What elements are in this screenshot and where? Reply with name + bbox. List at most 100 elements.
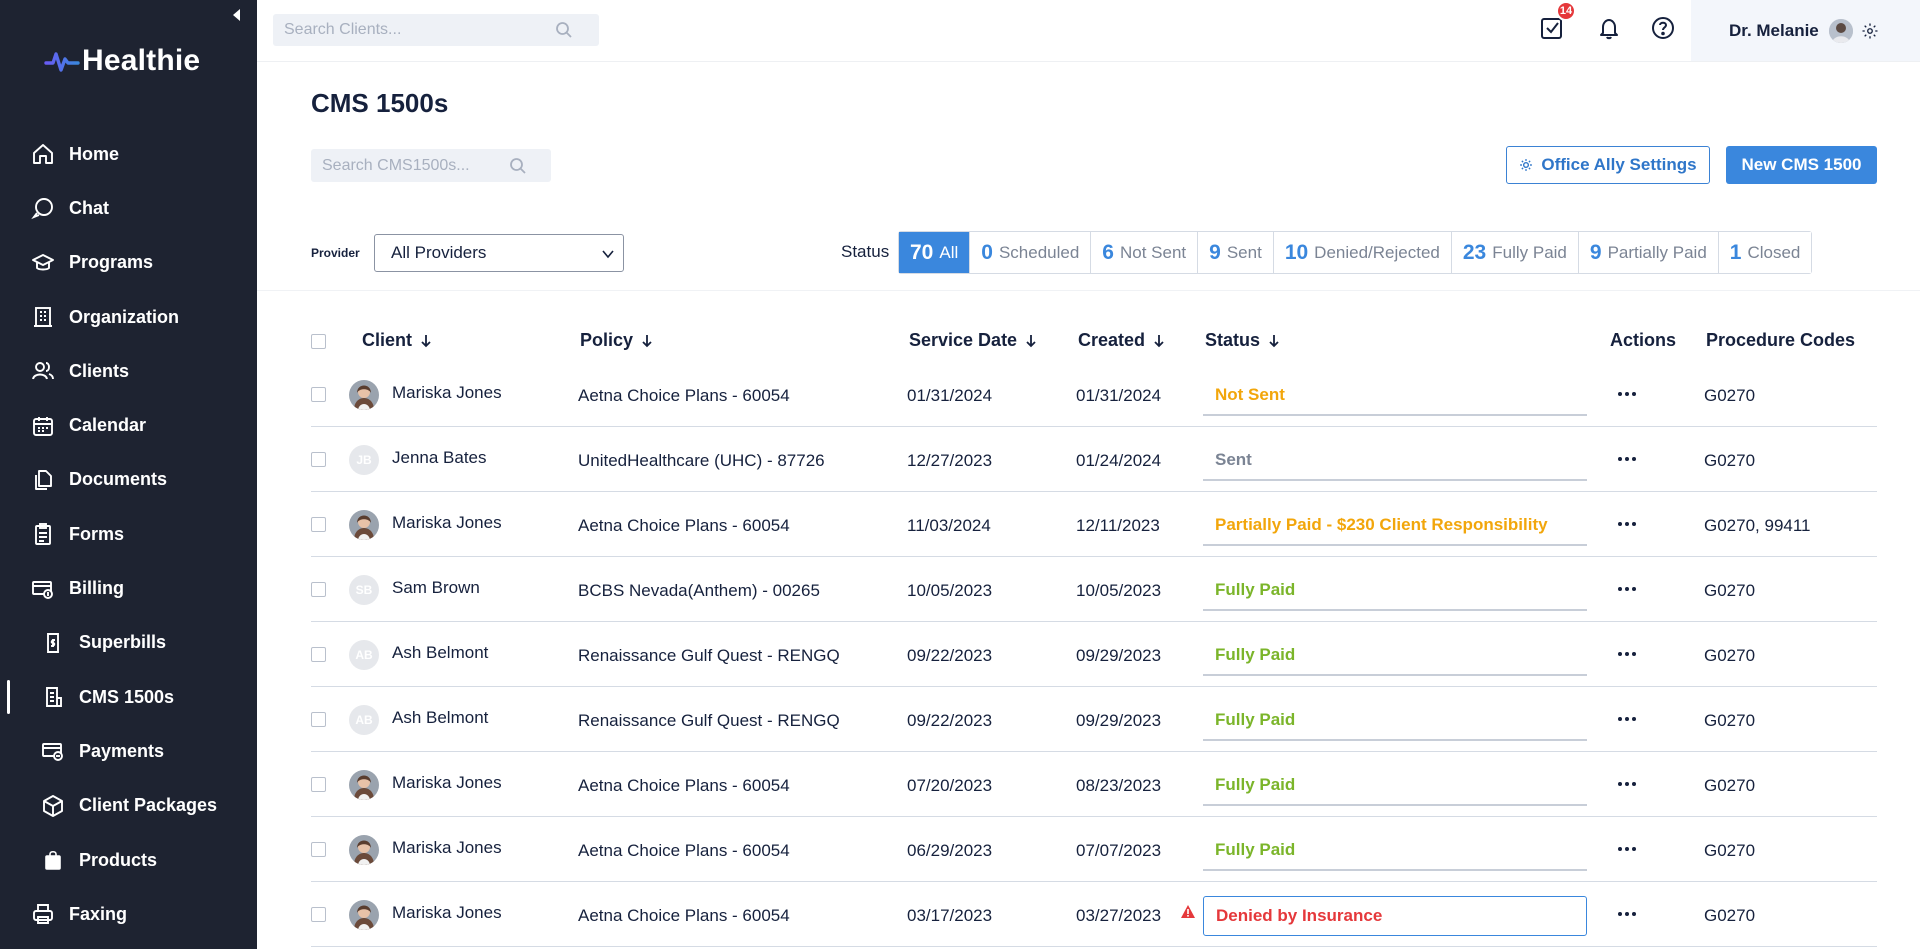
sidebar-item-clients[interactable]: Clients [0,344,257,398]
sidebar-item-label: Payments [79,740,165,761]
table-row[interactable]: Mariska Jones Aetna Choice Plans - 60054… [311,752,1877,817]
sidebar-item-forms[interactable]: Forms [0,507,257,561]
table-row[interactable]: JB Jenna Bates UnitedHealthcare (UHC) - … [311,427,1877,492]
status-tab-all[interactable]: 70 All [899,232,971,273]
status-select[interactable]: Fully Paid [1203,766,1587,806]
sidebar-item-label: Clients [69,360,130,381]
collapse-sidebar-icon[interactable] [228,6,246,24]
table-row[interactable]: Mariska Jones Aetna Choice Plans - 60054… [311,362,1877,427]
column-header-procedure-codes: Procedure Codes [1706,330,1855,351]
sidebar-item-superbills[interactable]: Superbills [0,616,257,670]
created-date-cell: 08/23/2023 [1076,776,1162,795]
sidebar-item-billing[interactable]: Billing [0,561,257,615]
row-actions-more-icon[interactable] [1615,451,1639,467]
sidebar-item-payments[interactable]: Payments [0,724,257,778]
status-select[interactable]: Fully Paid [1203,831,1587,871]
user-menu[interactable]: Dr. Melanie [1691,0,1920,61]
status-tab-closed[interactable]: 1 Closed [1718,232,1812,273]
search-icon[interactable] [509,157,527,175]
status-select[interactable]: Not Sent [1203,376,1587,416]
table-row[interactable]: AB Ash Belmont Renaissance Gulf Quest - … [311,622,1877,687]
column-header-policy[interactable]: Policy [580,330,653,351]
row-actions-more-icon[interactable] [1615,841,1639,857]
sidebar-item-programs[interactable]: Programs [0,236,257,290]
search-icon[interactable] [555,21,573,39]
status-tab-sent[interactable]: 9 Sent [1198,232,1274,273]
programs-icon [30,250,56,276]
client-name-link[interactable]: Mariska Jones [392,773,502,792]
row-actions-more-icon[interactable] [1615,906,1639,922]
row-select-checkbox[interactable] [311,777,326,792]
procedure-codes-cell: G0270 [1704,776,1756,795]
client-name-link[interactable]: Sam Brown [392,578,480,597]
client-avatar [349,900,379,930]
column-header-created[interactable]: Created [1078,330,1165,351]
client-name-link[interactable]: Mariska Jones [392,383,502,402]
select-all-checkbox[interactable] [311,334,326,349]
client-search-input[interactable] [273,21,553,39]
column-header-service-date[interactable]: Service Date [909,330,1037,351]
status-tab-fully-paid[interactable]: 23 Fully Paid [1451,232,1579,273]
tasks-button[interactable]: 14 [1536,1,1576,44]
status-tab-denied-rejected[interactable]: 10 Denied/Rejected [1273,232,1452,273]
column-header-client[interactable]: Client [362,330,432,351]
table-row[interactable]: AB Ash Belmont Renaissance Gulf Quest - … [311,687,1877,752]
row-select-checkbox[interactable] [311,907,326,922]
row-select-checkbox[interactable] [311,517,326,532]
table-row[interactable]: Mariska Jones Aetna Choice Plans - 60054… [311,492,1877,557]
fax-icon [30,901,56,927]
client-name-link[interactable]: Jenna Bates [392,448,487,467]
new-cms1500-button[interactable]: New CMS 1500 [1726,146,1877,184]
status-select[interactable]: Fully Paid [1203,701,1587,741]
row-select-checkbox[interactable] [311,387,326,402]
status-select[interactable]: Sent [1203,441,1587,481]
table-body: Mariska Jones Aetna Choice Plans - 60054… [311,362,1877,947]
sidebar-item-chat[interactable]: Chat [0,181,257,235]
table-row[interactable]: SB Sam Brown BCBS Nevada(Anthem) - 00265… [311,557,1877,622]
created-date-cell: 12/11/2023 [1076,516,1160,535]
status-select[interactable]: Denied by Insurance [1203,896,1587,936]
status-tab-count: 9 [1209,240,1221,264]
sidebar-item-home[interactable]: Home [0,127,257,181]
row-actions-more-icon[interactable] [1615,646,1639,662]
sidebar-item-client-packages[interactable]: Client Packages [0,779,257,833]
status-select[interactable]: Fully Paid [1203,636,1587,676]
status-select[interactable]: Fully Paid [1203,571,1587,611]
row-actions-more-icon[interactable] [1615,516,1639,532]
row-actions-more-icon[interactable] [1615,711,1639,727]
sidebar-item-faxing[interactable]: Faxing [0,887,257,941]
user-avatar[interactable] [1828,18,1853,43]
row-select-checkbox[interactable] [311,582,326,597]
table-row[interactable]: Mariska Jones Aetna Choice Plans - 60054… [311,882,1877,947]
sidebar-item-cms1500s[interactable]: CMS 1500s [0,670,257,724]
client-name-link[interactable]: Mariska Jones [392,513,502,532]
status-tab-scheduled[interactable]: 0 Scheduled [970,232,1092,273]
row-select-checkbox[interactable] [311,842,326,857]
row-select-checkbox[interactable] [311,647,326,662]
notifications-button[interactable] [1593,12,1625,44]
sidebar-item-products[interactable]: Products [0,833,257,887]
client-name-link[interactable]: Mariska Jones [392,838,502,857]
sidebar-item-documents[interactable]: Documents [0,453,257,507]
row-actions-more-icon[interactable] [1615,386,1639,402]
row-select-checkbox[interactable] [311,712,326,727]
cms1500-search-input[interactable] [311,156,501,175]
column-header-status[interactable]: Status [1205,330,1280,351]
sidebar-item-organization[interactable]: Organization [0,290,257,344]
provider-select[interactable]: All Providers [374,234,624,272]
client-name-link[interactable]: Ash Belmont [392,708,489,727]
sidebar-item-calendar[interactable]: Calendar [0,398,257,452]
office-ally-settings-button[interactable]: Office Ally Settings [1506,146,1710,184]
row-actions-more-icon[interactable] [1615,581,1639,597]
client-name-link[interactable]: Mariska Jones [392,903,502,922]
client-name-link[interactable]: Ash Belmont [392,643,489,662]
healthie-logo[interactable]: Healthie [44,44,200,78]
status-tab-not-sent[interactable]: 6 Not Sent [1091,232,1199,273]
status-select[interactable]: Partially Paid - $230 Client Responsibil… [1203,506,1587,546]
row-select-checkbox[interactable] [311,452,326,467]
settings-gear-icon[interactable] [1861,22,1879,40]
row-actions-more-icon[interactable] [1615,776,1639,792]
table-row[interactable]: Mariska Jones Aetna Choice Plans - 60054… [311,817,1877,882]
status-tab-partially-paid[interactable]: 9 Partially Paid [1578,232,1719,273]
help-button[interactable] [1647,12,1679,44]
